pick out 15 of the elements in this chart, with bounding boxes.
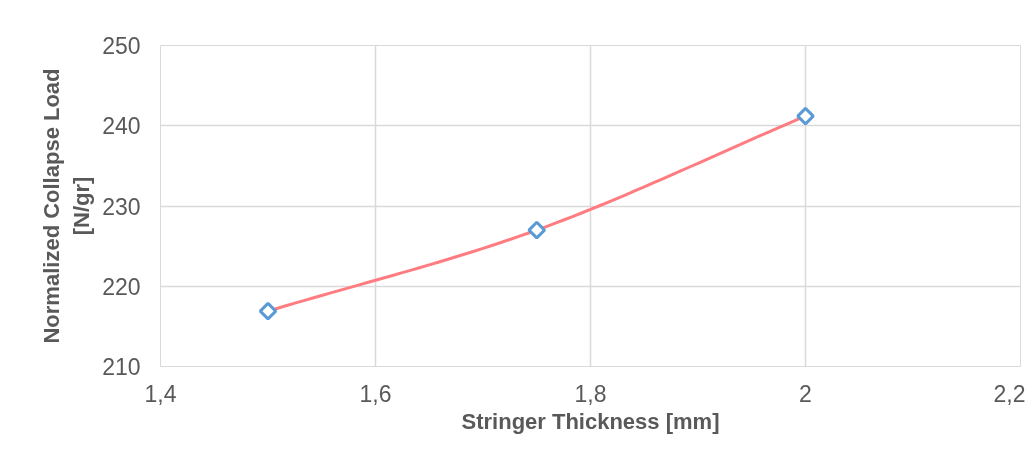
x-tick-label: 2	[799, 380, 812, 407]
point	[796, 106, 815, 126]
point	[258, 301, 278, 321]
y-tick-label: 210	[102, 354, 141, 380]
y-axis-title: Normalized Collapse Load [N/gr]	[39, 68, 95, 344]
y-tick-label: 220	[102, 273, 141, 300]
x-tick-label: 2,2	[993, 380, 1026, 407]
x-tick-label: 1,6	[359, 380, 392, 407]
x-tick-label: 1,8	[574, 380, 607, 407]
x-tick-label: 1,4	[144, 380, 177, 407]
y-tick-label: 230	[102, 193, 141, 220]
y-tick-label: 240	[102, 113, 141, 140]
y-tick-label: 250	[102, 33, 141, 59]
x-axis-title: Stringer Thickness [mm]	[461, 408, 720, 434]
point	[527, 220, 547, 240]
